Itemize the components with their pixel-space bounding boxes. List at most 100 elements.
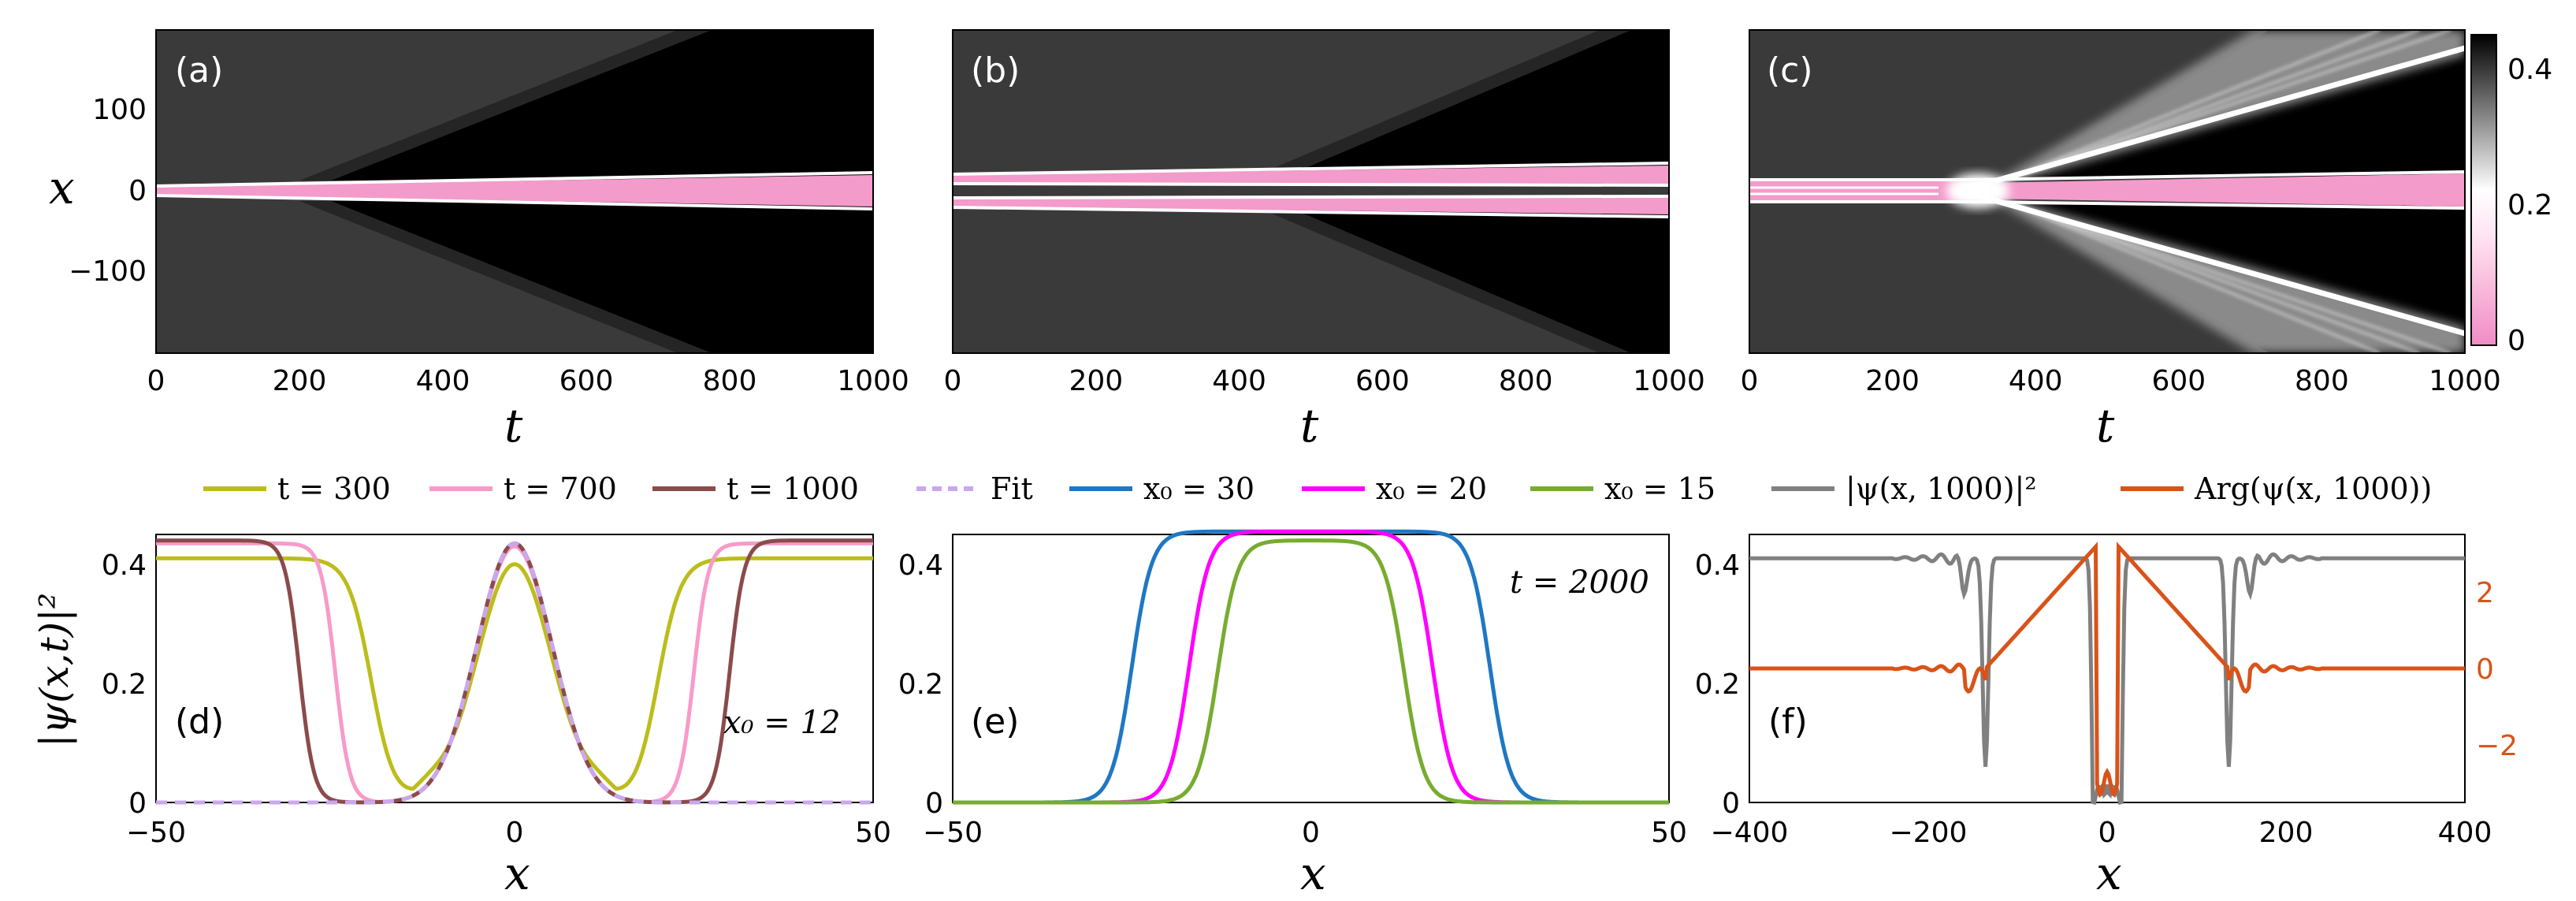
xtick-c-4: 800 [2295, 365, 2349, 397]
heatmap-b-edge-4 [953, 206, 1669, 218]
panel-c-frame [1749, 29, 2466, 354]
xtick-b-5: 1000 [1633, 365, 1705, 397]
line-d-fit [156, 541, 873, 805]
xtick-a-4: 800 [703, 365, 757, 397]
xlabel-f: x [2096, 847, 2122, 900]
ytick-f-0: 0.4 [1695, 549, 1740, 582]
legend: t = 300 t = 700 t = 1000 Fit x₀ = 30 x₀ = 20 x… [203, 471, 2432, 506]
plot-d [156, 538, 873, 805]
top-axes: 100 0 −100 x [49, 94, 147, 288]
panel-e-frame [952, 534, 1670, 803]
panel-label-c: (c) [1767, 50, 1813, 91]
ytick-a-1: 100 [92, 94, 147, 126]
legend-label-1: t = 700 [504, 471, 617, 506]
legend-label-5: x₀ = 20 [1376, 471, 1487, 506]
xtick-c-1: 200 [1865, 365, 1920, 397]
ytick-f-1: 0.2 [1695, 668, 1740, 701]
ytick-a-2: 0 [128, 175, 147, 207]
y2tick-f-0: 2 [2476, 577, 2494, 609]
xtick-d-0: −50 [126, 817, 186, 849]
legend-label-2: t = 1000 [727, 471, 859, 506]
y2tick-f-1: 0 [2476, 653, 2494, 686]
panel-a-frame [155, 29, 874, 354]
xtick-c-3: 600 [2151, 365, 2206, 397]
ylabel-a: x [49, 161, 75, 214]
heatmap-a-dark-lower [331, 201, 873, 353]
xtick-e-1: 0 [1302, 817, 1320, 849]
plot-f [1749, 542, 2465, 806]
cbar-tick-1: 0.2 [2507, 189, 2552, 222]
annotation-e: t = 2000 [1510, 564, 1649, 601]
xtick-b-4: 800 [1499, 365, 1553, 397]
xlabel-b: t [1300, 399, 1319, 452]
heatmap-b-shade-lower [1261, 209, 1631, 353]
xlabel-a: t [504, 399, 523, 452]
y2tick-f-2: −2 [2476, 730, 2518, 762]
ytick-e-2: 0 [925, 787, 943, 820]
heatmap-a-core-pink [156, 175, 873, 207]
line-e-2 [953, 538, 1669, 805]
ytick-a-3: −100 [69, 255, 147, 288]
heatmap-b-edge-2 [953, 182, 1669, 187]
xtick-a-3: 600 [559, 365, 614, 397]
cbar-tick-0: 0.4 [2507, 54, 2552, 86]
legend-label-6: x₀ = 15 [1604, 471, 1715, 506]
ripple-up-1 [1985, 30, 2381, 189]
xtick-e-2: 50 [1651, 817, 1687, 849]
xtick-a-0: 0 [147, 365, 165, 397]
line-f-phase [1749, 542, 2465, 798]
xtick-d-2: 50 [855, 817, 891, 849]
heatmap-c-soliton-down [1973, 192, 2465, 337]
ylabel-d: |ψ(x,t)|² [32, 593, 77, 747]
xtick-c-5: 1000 [2429, 365, 2501, 397]
heatmap-a-shade-lower [299, 201, 712, 353]
heatmap-b-dark-lower [1292, 209, 1669, 353]
xtick-a-1: 200 [273, 365, 327, 397]
panel-b-frame [952, 29, 1670, 354]
heatmap-b-edge-3 [953, 195, 1669, 199]
xtick-f-0: −400 [1711, 817, 1789, 849]
xtick-a-5: 1000 [837, 365, 909, 397]
panel-label-f: (f) [1768, 702, 1808, 742]
ytick-d-2: 0 [128, 787, 147, 820]
heatmap-a-edge-top [156, 171, 873, 188]
panel-label-b: (b) [971, 50, 1020, 91]
panel-label-e: (e) [971, 702, 1019, 742]
xtick-f-1: −200 [1890, 817, 1968, 849]
ytick-d-0: 0.4 [102, 549, 147, 582]
xtick-a-2: 400 [416, 365, 470, 397]
legend-label-4: x₀ = 30 [1143, 471, 1255, 506]
xtick-c-0: 0 [1741, 365, 1759, 397]
xtick-d-1: 0 [506, 817, 524, 849]
heatmap-b-dark-upper [1292, 30, 1669, 173]
colorbar [2470, 34, 2497, 346]
legend-label-3: Fit [991, 471, 1033, 506]
ytick-e-0: 0.4 [898, 549, 943, 582]
xtick-b-0: 0 [944, 365, 962, 397]
heatmap-c-soliton-up [1973, 45, 2465, 190]
xtick-f-4: 400 [2438, 817, 2492, 849]
heatmap-a-shade-upper [299, 30, 712, 181]
panel-d-frame [155, 534, 874, 803]
ytick-d-1: 0.2 [102, 668, 147, 701]
ripple-dn-1 [1985, 192, 2381, 353]
heatmap-b-edge-1 [953, 162, 1669, 176]
plot-e [953, 529, 1669, 805]
line-d-t700 [156, 541, 873, 804]
bottom-xticks: −50 0 50 −50 0 50 −400 −200 0 200 4000.40.200.40.2… [102, 549, 2518, 849]
heatmap-b-core-top [953, 166, 1669, 184]
panel-label-a: (a) [175, 50, 223, 91]
xtick-b-2: 400 [1212, 365, 1266, 397]
xtick-b-3: 600 [1355, 365, 1410, 397]
heatmap-b-core-bottom [953, 198, 1669, 214]
heatmap-b-shade-upper [1261, 30, 1631, 173]
xlabel-e: x [1300, 847, 1326, 900]
xtick-e-0: −50 [923, 817, 983, 849]
top-xticks: 0 200 400 600 800 1000 0 200 400 600 800 1000 0 200 40… [147, 365, 2501, 397]
heatmap-a-dark-upper [331, 30, 873, 181]
line-d-t300 [156, 556, 873, 791]
panel-b: (b) [953, 30, 1669, 353]
colorbar-ticks: 0.4 0.2 0 [2507, 54, 2552, 357]
legend-label-0: t = 300 [277, 471, 391, 506]
